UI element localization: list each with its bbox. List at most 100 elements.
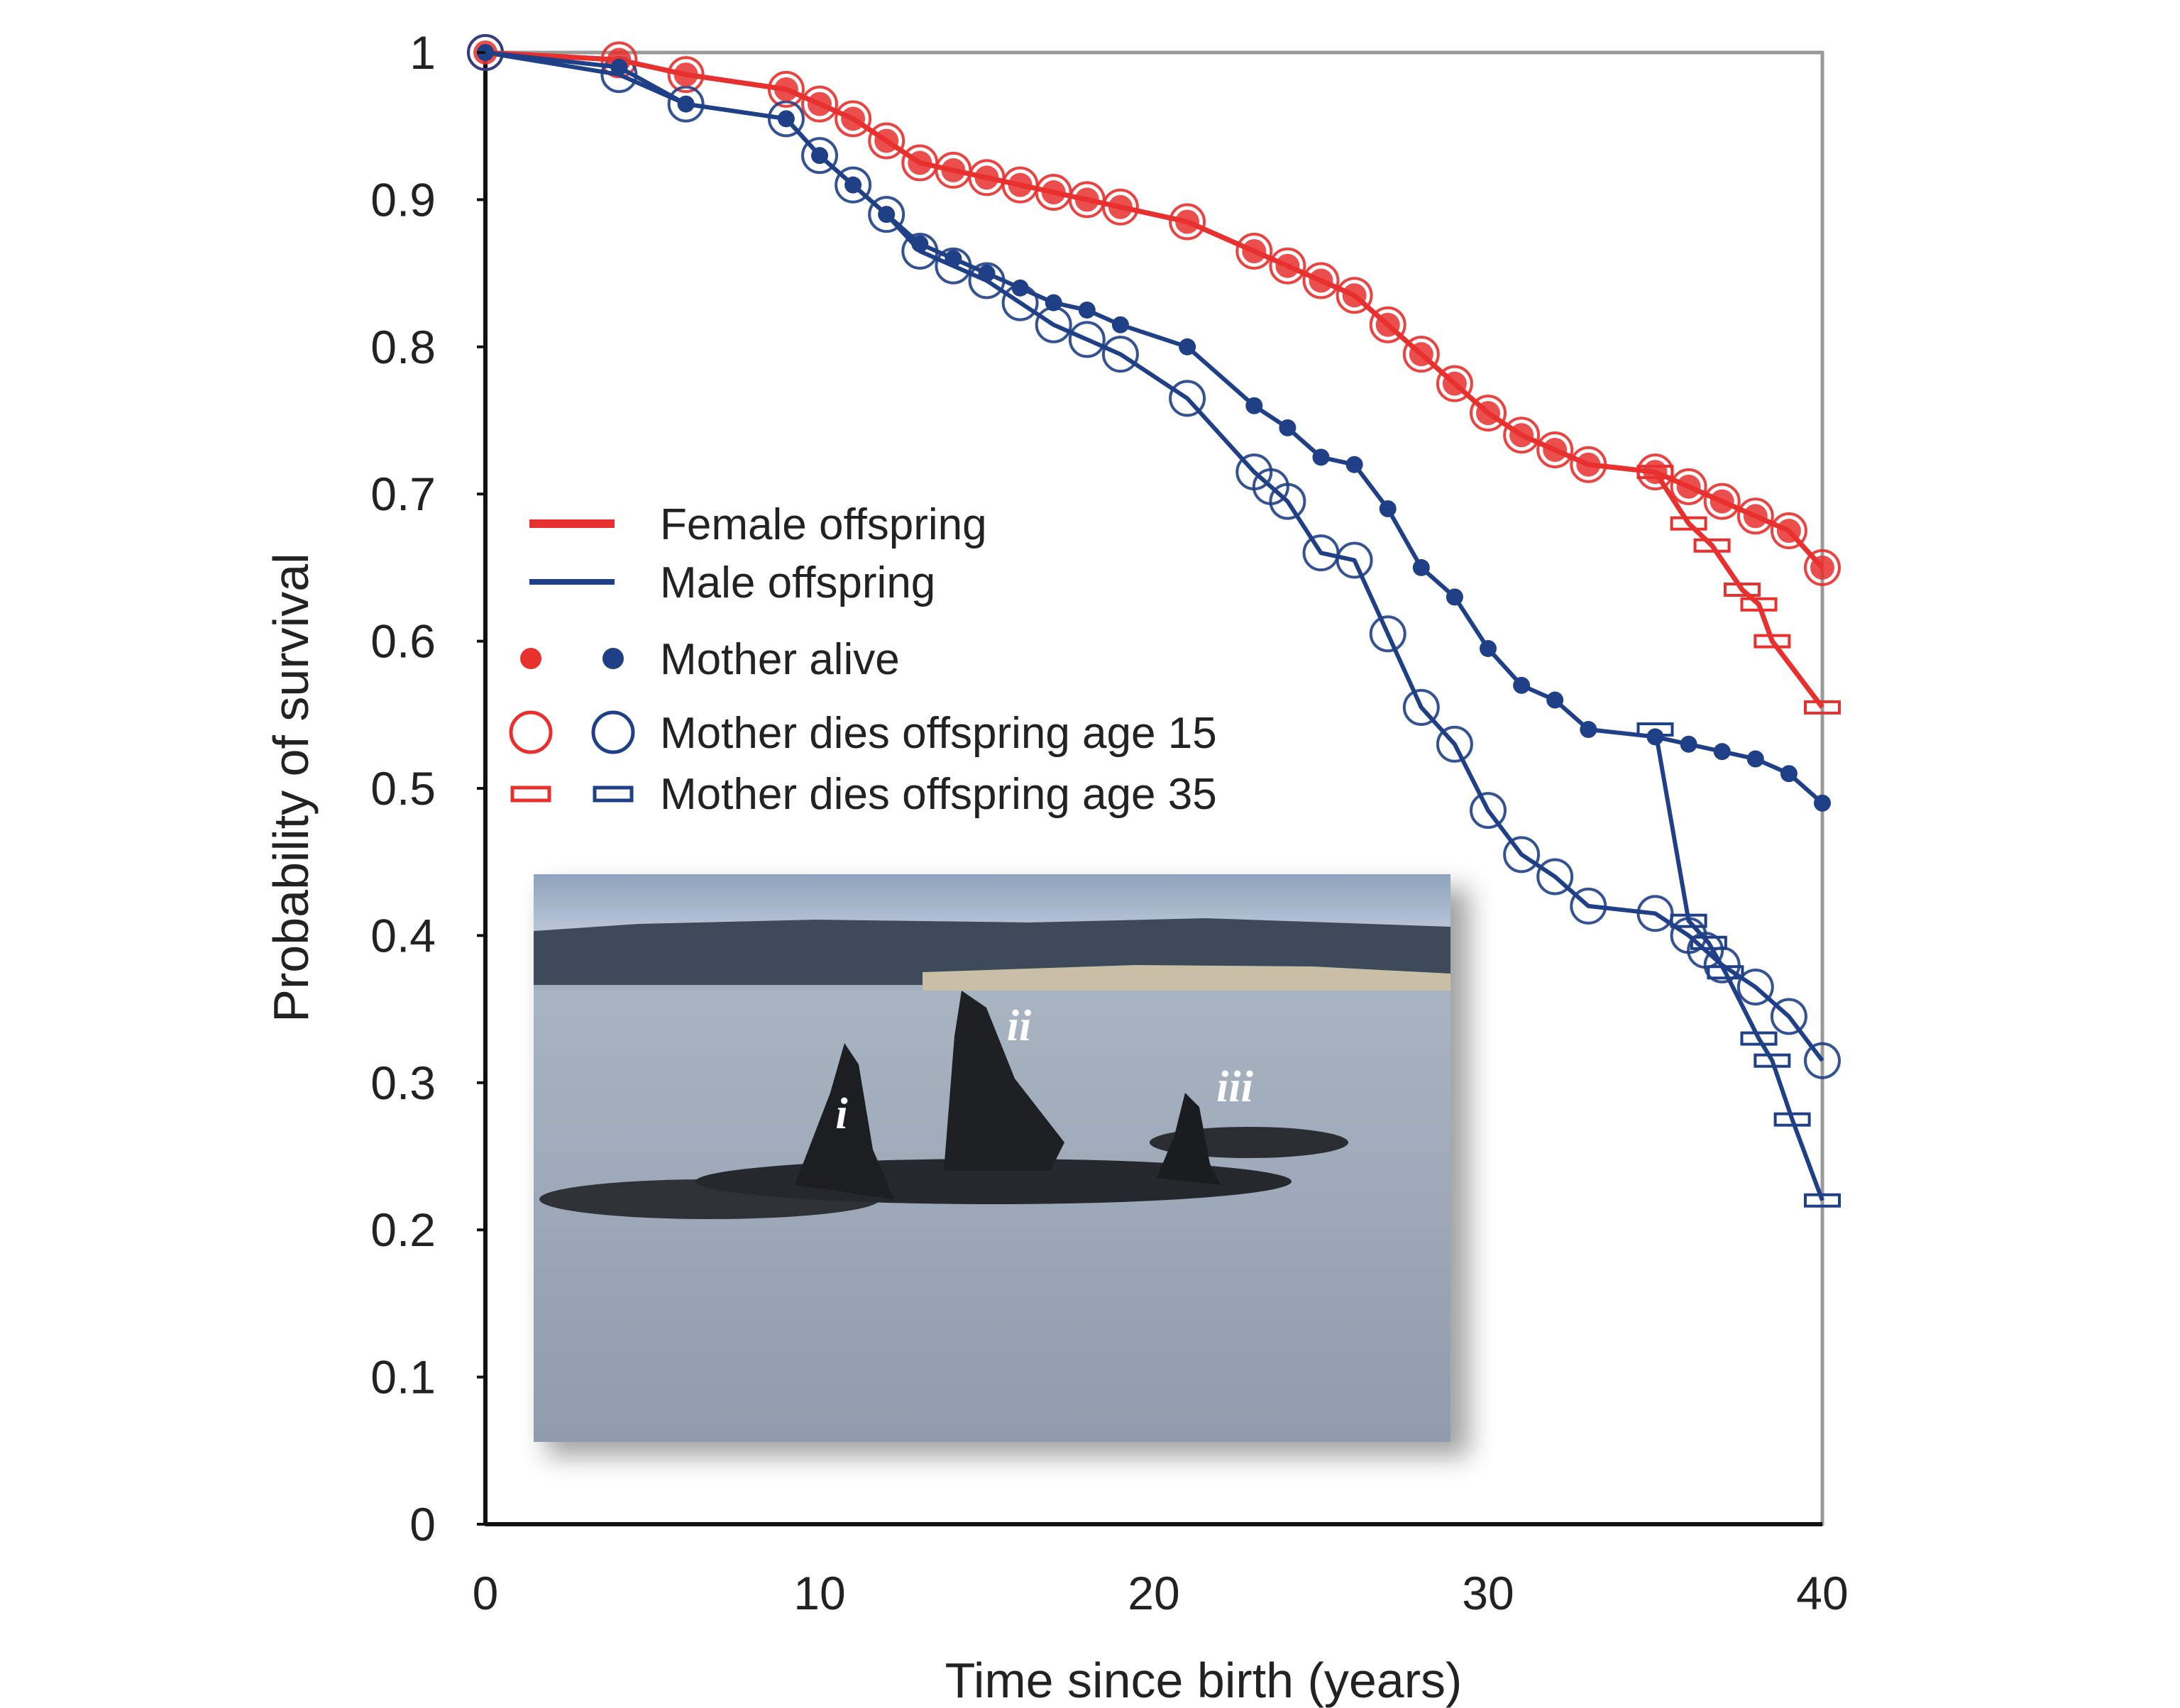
data-point	[1470, 395, 1507, 432]
data-point	[878, 206, 896, 224]
data-point	[1740, 597, 1778, 612]
data-point	[1770, 998, 1807, 1035]
data-point	[1703, 946, 1741, 984]
series-line	[1653, 729, 1824, 1201]
y-tick-label: 0.5	[370, 762, 436, 815]
legend-alive-female-marker	[520, 648, 541, 669]
data-point	[1804, 700, 1841, 715]
data-point	[1336, 277, 1373, 314]
data-point	[1269, 483, 1306, 520]
data-point	[941, 158, 966, 182]
series-line	[485, 50, 1824, 570]
data-point	[1379, 500, 1397, 517]
killer-whale-photo: i ii iii	[534, 874, 1469, 1456]
data-point	[1008, 172, 1033, 197]
data-point	[811, 147, 828, 165]
data-point	[1746, 750, 1764, 768]
y-tick-label: 0.4	[370, 909, 436, 962]
x-tick-label: 10	[793, 1567, 845, 1619]
data-point	[1045, 294, 1062, 312]
data-point	[767, 100, 805, 138]
data-point	[1509, 423, 1534, 448]
data-point	[1245, 397, 1263, 414]
data-point	[1480, 639, 1497, 657]
data-point	[667, 85, 705, 123]
x-tick-label: 30	[1462, 1567, 1514, 1619]
y-tick-label: 0.8	[370, 321, 436, 373]
data-point	[1576, 452, 1601, 477]
data-point	[1402, 336, 1440, 373]
data-point	[1302, 262, 1340, 299]
data-point	[1646, 728, 1664, 746]
data-point	[1279, 419, 1297, 436]
data-point	[1670, 516, 1707, 531]
data-point	[835, 166, 872, 204]
legend-dies35-female-marker	[510, 786, 551, 803]
data-point	[1041, 180, 1066, 205]
data-point	[1713, 743, 1731, 761]
series-line	[1653, 470, 1824, 710]
data-point	[1111, 316, 1129, 334]
data-point	[1743, 504, 1768, 529]
y-tick-label: 0.7	[370, 468, 436, 520]
data-point	[1169, 380, 1206, 417]
data-point	[868, 122, 905, 160]
data-point	[610, 58, 628, 76]
data-point	[1235, 232, 1273, 270]
data-point	[835, 100, 872, 138]
data-point	[1402, 688, 1440, 726]
y-tick-label: 0.2	[370, 1203, 436, 1256]
y-tick-label: 0.9	[370, 173, 436, 226]
legend: Female offspring Male offspring Mother a…	[509, 500, 1217, 819]
data-point	[1375, 312, 1400, 337]
data-point	[1342, 283, 1367, 308]
data-point	[1804, 549, 1841, 586]
data-point	[1570, 887, 1607, 925]
data-point	[1536, 431, 1574, 468]
x-tick-labels: 0 10 20 30 40	[473, 1567, 1849, 1619]
x-tick-label: 20	[1128, 1567, 1179, 1619]
data-point	[1309, 268, 1333, 293]
legend-dies15-label: Mother dies offspring age 15	[660, 709, 1217, 758]
legend-dies15-female-marker	[509, 710, 553, 754]
data-point	[808, 92, 832, 116]
data-point	[1470, 792, 1507, 830]
data-point	[1680, 735, 1697, 753]
series-male-alive	[477, 44, 1831, 812]
data-point	[1710, 489, 1734, 514]
data-point	[841, 106, 866, 131]
data-point	[1736, 968, 1774, 1005]
series-line	[485, 50, 1824, 570]
legend-male-label: Male offspring	[660, 558, 935, 607]
data-point	[1546, 691, 1564, 709]
data-point	[1446, 588, 1463, 606]
data-point	[1740, 1031, 1778, 1046]
data-point	[1345, 456, 1363, 473]
data-point	[1442, 371, 1467, 396]
data-point	[868, 196, 905, 233]
data-point	[874, 128, 899, 153]
data-point	[1169, 203, 1206, 241]
data-point	[1179, 338, 1196, 356]
data-point	[908, 150, 932, 175]
data-point	[1636, 895, 1674, 932]
data-point	[801, 85, 838, 123]
data-point	[1776, 519, 1801, 544]
data-point	[844, 176, 862, 194]
legend-female-label: Female offspring	[660, 500, 987, 549]
data-point	[777, 110, 795, 128]
data-point	[1369, 615, 1406, 653]
x-axis-title: Time since birth (years)	[945, 1653, 1463, 1708]
data-point	[774, 77, 798, 101]
y-tick-label: 0.1	[370, 1351, 436, 1404]
data-point	[1754, 634, 1791, 649]
data-point	[677, 95, 695, 113]
data-point	[1773, 1112, 1811, 1127]
legend-dies35-label: Mother dies offspring age 35	[660, 770, 1217, 819]
legend-alive-label: Mother alive	[660, 635, 900, 684]
data-point	[1412, 558, 1430, 576]
data-point	[1312, 448, 1330, 466]
data-point	[945, 250, 962, 268]
data-point	[1011, 279, 1029, 297]
y-tick-label: 0.6	[370, 615, 436, 668]
